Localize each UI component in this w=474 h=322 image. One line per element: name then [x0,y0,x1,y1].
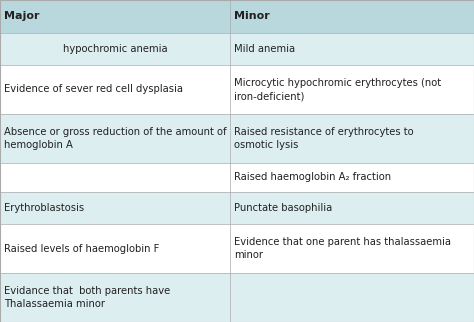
Text: Raised resistance of erythrocytes to
osmotic lysis: Raised resistance of erythrocytes to osm… [234,127,413,150]
Bar [0,273,230,322]
Bar [230,192,474,224]
Text: Erythroblastosis: Erythroblastosis [4,203,84,213]
Bar [0,224,230,273]
Text: Punctate basophilia: Punctate basophilia [234,203,332,213]
Text: Evidence of sever red cell dysplasia: Evidence of sever red cell dysplasia [4,84,183,94]
Bar [230,114,474,163]
Text: Mild anemia: Mild anemia [234,44,295,54]
Text: Major: Major [4,11,39,21]
Text: Evidence that one parent has thalassaemia
minor: Evidence that one parent has thalassaemi… [234,237,451,260]
Bar [0,163,230,192]
Bar [0,114,230,163]
Text: Raised levels of haemoglobin F: Raised levels of haemoglobin F [4,244,159,254]
Bar [230,65,474,114]
Text: Evidance that  both parents have
Thalassaemia minor: Evidance that both parents have Thalassa… [4,286,170,309]
Bar [230,224,474,273]
Text: Minor: Minor [234,11,269,21]
Text: Microcytic hypochromic erythrocytes (not
iron-deficient): Microcytic hypochromic erythrocytes (not… [234,78,441,101]
Text: Raised haemoglobin A₂ fraction: Raised haemoglobin A₂ fraction [234,172,391,182]
Bar [0,33,230,65]
Bar [0,65,230,114]
Bar [230,273,474,322]
Bar [0,0,230,33]
Bar [230,163,474,192]
Bar [230,33,474,65]
Text: hypochromic anemia: hypochromic anemia [63,44,167,54]
Bar [230,0,474,33]
Text: Absence or gross reduction of the amount of
hemoglobin A: Absence or gross reduction of the amount… [4,127,227,150]
Bar [0,192,230,224]
